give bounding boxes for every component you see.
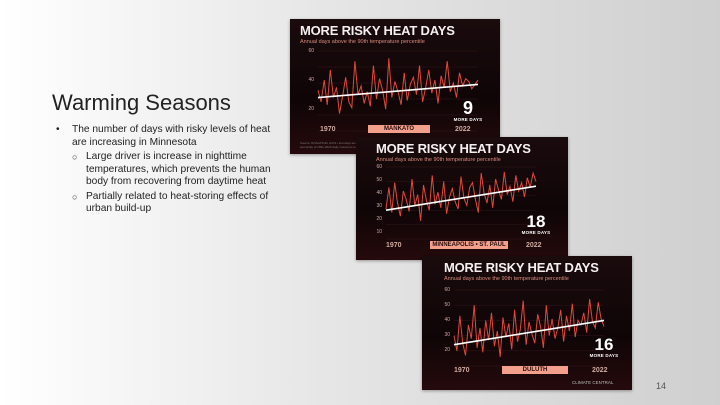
chart-subtitle: Annual days above the 90th temperature p…	[444, 276, 569, 282]
chart-subtitle: Annual days above the 90th temperature p…	[376, 157, 501, 163]
footnote: Source: NOAA/NCEI, ACIS • Hot days are d…	[300, 141, 399, 149]
y-tick-label: 50	[376, 177, 382, 183]
circle-bullet-icon: ○	[72, 152, 78, 162]
chart-title: MORE RISKY HEAT DAYS	[444, 260, 599, 275]
sub-bullet-item: ○ Large driver is increase in nighttime …	[56, 151, 286, 189]
trend-line	[317, 83, 479, 99]
chart-card-mankato: MORE RISKY HEAT DAYS Annual days above t…	[290, 19, 500, 154]
sub-bullet-text: Large driver is increase in nighttime te…	[86, 151, 271, 187]
bullet-item: The number of days with risky levels of …	[56, 124, 286, 149]
x-end-label: 2022	[592, 367, 608, 374]
headline-value: 9 MORE DAYS	[453, 98, 483, 122]
chart-subtitle: Annual days above the 90th temperature p…	[300, 39, 425, 45]
y-tick-label: 40	[308, 77, 314, 83]
y-tick-label: 40	[444, 317, 450, 323]
y-tick-label: 20	[376, 216, 382, 222]
headline-value: 16 MORE DAYS	[589, 335, 619, 358]
y-tick-label: 50	[444, 302, 450, 308]
sub-bullet-text: Partially related to heat-storing effect…	[86, 190, 269, 215]
climate-central-logo: CLIMATE CENTRAL	[572, 380, 614, 385]
y-tick-label: 60	[308, 48, 314, 54]
chart-svg	[385, 166, 537, 240]
y-tick-label: 30	[376, 203, 382, 209]
location-tag: MINNEAPOLIS • ST. PAUL	[430, 241, 508, 249]
y-tick-label: 40	[376, 190, 382, 196]
y-tick-label: 60	[376, 164, 382, 170]
circle-bullet-icon: ○	[72, 191, 78, 202]
chart-card-duluth: MORE RISKY HEAT DAYS Annual days above t…	[422, 256, 632, 390]
location-tag: MANKATO	[368, 125, 430, 133]
trend-line	[453, 319, 605, 346]
headline-value: 18 MORE DAYS	[521, 212, 551, 235]
series-line	[453, 299, 605, 357]
x-start-label: 1970	[386, 242, 402, 249]
x-end-label: 2022	[526, 242, 542, 249]
chart-card-minneapolis: MORE RISKY HEAT DAYS Annual days above t…	[356, 137, 568, 260]
slide-title: Warming Seasons	[52, 90, 231, 115]
y-tick-label: 30	[444, 332, 450, 338]
y-tick-label: 10	[376, 229, 382, 235]
trend-line	[385, 185, 537, 211]
y-tick-label: 20	[308, 106, 314, 112]
series-line	[385, 171, 537, 222]
x-end-label: 2022	[455, 126, 471, 133]
chart-title: MORE RISKY HEAT DAYS	[300, 23, 455, 38]
chart-svg	[453, 289, 605, 367]
chart-title: MORE RISKY HEAT DAYS	[376, 141, 531, 156]
slide-number: 14	[655, 381, 666, 391]
y-tick-label: 60	[444, 287, 450, 293]
location-tag: DULUTH	[502, 366, 568, 374]
sub-bullet-item: ○ Partially related to heat-storing effe…	[56, 191, 286, 216]
bullet-list: The number of days with risky levels of …	[56, 124, 286, 216]
x-start-label: 1970	[454, 367, 470, 374]
y-tick-label: 20	[444, 347, 450, 353]
x-start-label: 1970	[320, 126, 336, 133]
